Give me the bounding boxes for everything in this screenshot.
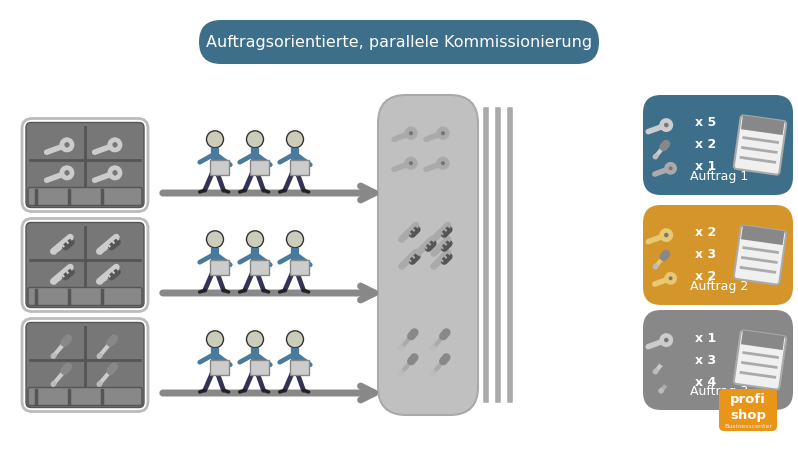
Text: Auftragsorientierte, parallele Kommissionierung: Auftragsorientierte, parallele Kommissio…: [206, 35, 592, 49]
Bar: [250, 160, 269, 175]
Circle shape: [669, 167, 673, 170]
FancyBboxPatch shape: [28, 387, 142, 405]
FancyBboxPatch shape: [22, 318, 148, 411]
Circle shape: [65, 170, 69, 176]
Bar: [290, 360, 309, 375]
FancyBboxPatch shape: [22, 119, 148, 211]
Bar: [741, 225, 784, 245]
Bar: [250, 260, 269, 275]
Circle shape: [286, 331, 303, 348]
Text: x 2: x 2: [695, 226, 717, 239]
Text: Auftrag 2: Auftrag 2: [689, 280, 748, 293]
Text: x 3: x 3: [695, 353, 717, 366]
Circle shape: [113, 170, 117, 176]
Circle shape: [247, 331, 263, 348]
Circle shape: [247, 131, 263, 148]
Circle shape: [409, 131, 413, 135]
Circle shape: [409, 161, 413, 165]
Circle shape: [440, 131, 445, 135]
Circle shape: [247, 231, 263, 248]
Text: x 3: x 3: [695, 248, 717, 261]
FancyBboxPatch shape: [378, 95, 478, 415]
Text: x 4: x 4: [695, 375, 717, 388]
Text: profi: profi: [730, 393, 766, 406]
Circle shape: [286, 131, 303, 148]
Bar: [210, 260, 228, 275]
Bar: [741, 330, 784, 350]
Text: x 1: x 1: [695, 331, 717, 344]
Text: shop: shop: [730, 409, 766, 423]
Text: x 2: x 2: [695, 138, 717, 151]
FancyBboxPatch shape: [643, 95, 793, 195]
FancyBboxPatch shape: [643, 205, 793, 305]
Circle shape: [113, 142, 117, 147]
FancyBboxPatch shape: [719, 389, 777, 431]
FancyBboxPatch shape: [734, 225, 786, 285]
Circle shape: [669, 277, 673, 280]
Bar: [290, 160, 309, 175]
FancyBboxPatch shape: [26, 322, 144, 408]
Bar: [290, 260, 309, 275]
Circle shape: [286, 231, 303, 248]
Circle shape: [207, 231, 223, 248]
Text: x 1: x 1: [695, 160, 717, 173]
Text: x 2: x 2: [695, 270, 717, 283]
Text: Auftrag 3: Auftrag 3: [689, 385, 748, 398]
Circle shape: [440, 161, 445, 165]
FancyBboxPatch shape: [22, 219, 148, 312]
Circle shape: [65, 142, 69, 147]
Circle shape: [664, 338, 669, 342]
Bar: [210, 360, 228, 375]
Circle shape: [664, 233, 669, 238]
FancyBboxPatch shape: [734, 330, 786, 390]
Circle shape: [207, 331, 223, 348]
FancyBboxPatch shape: [28, 287, 142, 305]
FancyBboxPatch shape: [199, 20, 599, 64]
Bar: [210, 160, 228, 175]
Bar: [741, 115, 784, 135]
Text: Auftrag 1: Auftrag 1: [689, 170, 748, 183]
Text: x 5: x 5: [695, 116, 717, 129]
Circle shape: [207, 131, 223, 148]
FancyBboxPatch shape: [28, 188, 142, 206]
Circle shape: [664, 123, 669, 128]
Bar: [250, 360, 269, 375]
FancyBboxPatch shape: [26, 223, 144, 308]
Text: Businesscenter: Businesscenter: [724, 424, 772, 430]
FancyBboxPatch shape: [734, 115, 786, 175]
FancyBboxPatch shape: [643, 310, 793, 410]
FancyBboxPatch shape: [26, 123, 144, 207]
